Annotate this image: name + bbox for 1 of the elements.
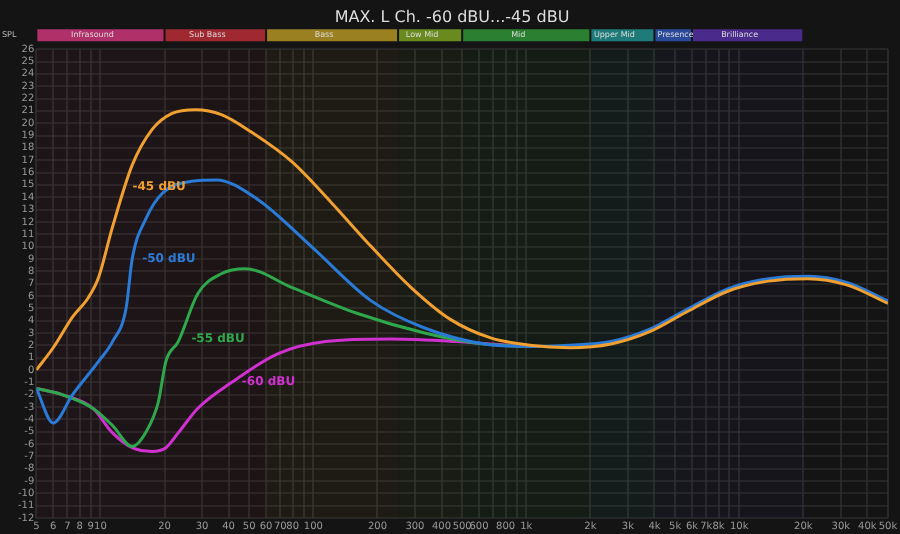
chart-title: MAX. L Ch. -60 dBU...-45 dBU: [334, 7, 570, 26]
